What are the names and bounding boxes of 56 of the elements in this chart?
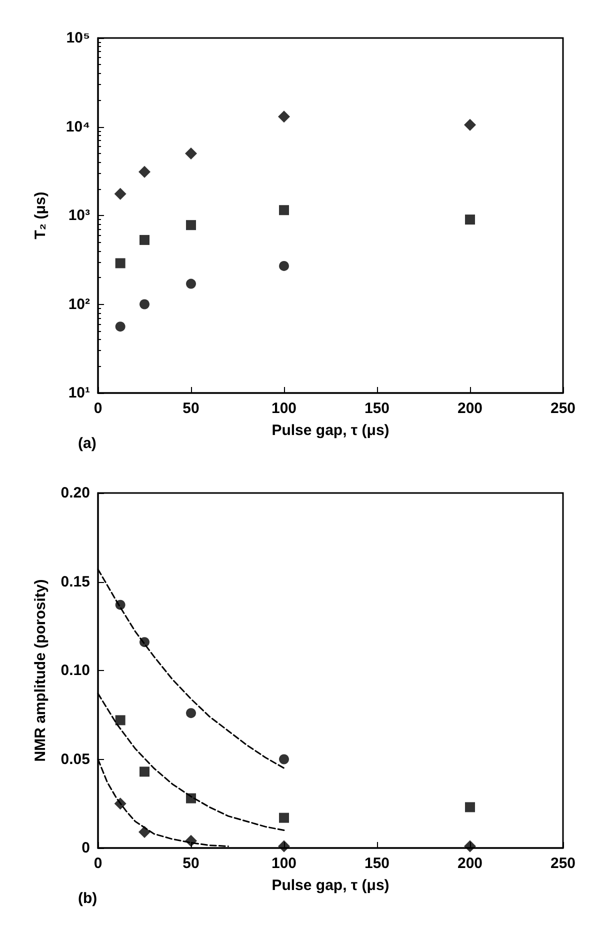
y-tick-label: 10³ bbox=[68, 207, 90, 224]
point bbox=[464, 840, 476, 852]
point bbox=[140, 637, 150, 648]
x-tick-label: 250 bbox=[550, 855, 576, 872]
point bbox=[186, 220, 196, 230]
text: (a) bbox=[78, 435, 96, 452]
point bbox=[279, 260, 289, 271]
x-tick-label: 50 bbox=[182, 400, 200, 417]
point bbox=[278, 840, 290, 852]
y-tick-label: 10⁵ bbox=[66, 30, 90, 46]
x-tick-label: 200 bbox=[457, 400, 483, 417]
point bbox=[185, 834, 197, 847]
x-tick-label: 150 bbox=[364, 400, 390, 417]
point bbox=[138, 826, 150, 838]
point bbox=[465, 214, 475, 225]
x-tick-label: 0 bbox=[94, 855, 102, 872]
point bbox=[114, 798, 126, 810]
point bbox=[185, 147, 197, 160]
point bbox=[114, 188, 126, 200]
point bbox=[465, 802, 475, 812]
text: (b) bbox=[78, 890, 98, 907]
y-tick-label: 0.10 bbox=[60, 662, 90, 679]
point bbox=[140, 299, 150, 310]
point bbox=[115, 715, 126, 726]
x-tick-label: 150 bbox=[364, 855, 390, 872]
x-tick-label: 100 bbox=[271, 400, 297, 417]
point bbox=[278, 110, 290, 123]
y-tick-label: 0 bbox=[82, 840, 90, 856]
x-tick-label: 200 bbox=[457, 855, 483, 872]
y-tick-label: 0.15 bbox=[60, 573, 90, 590]
x-tick-label: 0 bbox=[94, 400, 102, 417]
point bbox=[186, 793, 196, 804]
y-tick-label: 10¹ bbox=[68, 384, 90, 402]
y-tick-label: 10⁴ bbox=[66, 118, 90, 136]
point bbox=[115, 322, 126, 332]
point bbox=[115, 600, 126, 610]
point bbox=[140, 766, 150, 777]
y-tick-label: 0.20 bbox=[60, 484, 90, 502]
y-tick-label: 0.05 bbox=[60, 750, 90, 768]
point bbox=[186, 278, 196, 289]
x-tick-label: 250 bbox=[550, 400, 576, 417]
point bbox=[186, 708, 196, 718]
point bbox=[138, 166, 150, 178]
y-tick-label: 10² bbox=[68, 296, 90, 313]
y-axis-title: T₂ (μs) bbox=[32, 192, 49, 240]
x-axis-title: Pulse gap, τ (μs) bbox=[272, 422, 390, 439]
x-axis-title: Pulse gap, τ (μs) bbox=[272, 877, 390, 894]
point bbox=[279, 754, 289, 764]
point bbox=[464, 118, 476, 131]
point bbox=[279, 205, 289, 216]
x-tick-label: 100 bbox=[271, 855, 297, 872]
y-axis-title: NMR amplitude (porosity) bbox=[32, 579, 49, 762]
x-tick-label: 50 bbox=[182, 855, 200, 872]
point bbox=[140, 234, 150, 245]
point bbox=[279, 812, 289, 823]
point bbox=[115, 258, 126, 268]
